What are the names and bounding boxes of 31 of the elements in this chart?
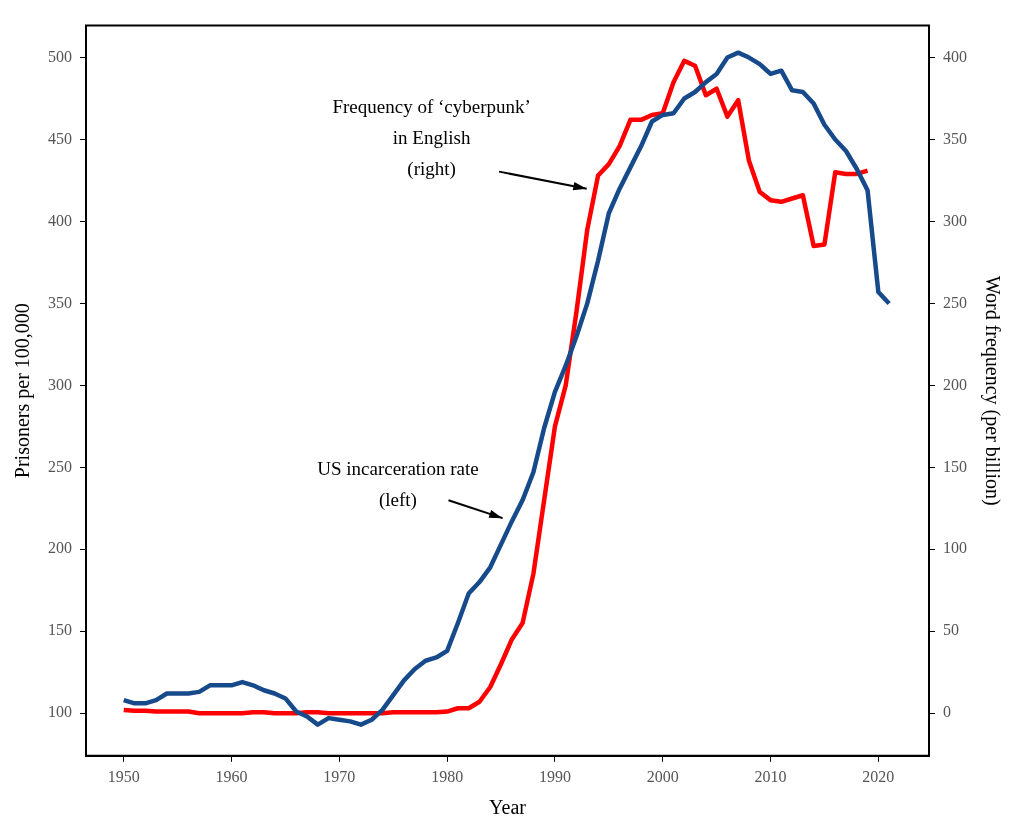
y2-tick-label: 400 bbox=[943, 47, 967, 65]
annotation: Frequency of ‘cyberpunk’ in English (right) bbox=[332, 95, 531, 180]
y-tick-label: 250 bbox=[48, 457, 72, 475]
y2-tick-label: 0 bbox=[943, 703, 951, 721]
y-tick-label: 100 bbox=[48, 703, 72, 721]
y-axis-title: Prisoners per 100,000 bbox=[11, 303, 35, 479]
x-tick-label: 1960 bbox=[215, 767, 248, 785]
y2-tick-label: 300 bbox=[943, 211, 967, 229]
x-tick-label: 1980 bbox=[431, 767, 464, 785]
annotation: US incarceration rate (left) bbox=[317, 458, 479, 512]
y2-tick-label: 350 bbox=[943, 129, 967, 147]
y-tick-label: 200 bbox=[48, 539, 72, 557]
y2-tick-label: 200 bbox=[943, 375, 967, 393]
x-tick-label: 2000 bbox=[646, 767, 679, 785]
y2-tick-label: 50 bbox=[943, 621, 959, 639]
y2-tick-label: 100 bbox=[943, 539, 967, 557]
x-tick-label: 1990 bbox=[538, 767, 571, 785]
x-tick-label: 1970 bbox=[323, 767, 356, 785]
y-tick-label: 350 bbox=[48, 293, 72, 311]
y-tick-label: 400 bbox=[48, 211, 72, 229]
x-axis-title: Year bbox=[489, 796, 527, 819]
y2-axis-title: Word frequency (per billion) bbox=[980, 275, 1004, 506]
x-tick-label: 1950 bbox=[107, 767, 140, 785]
y-tick-label: 500 bbox=[48, 47, 72, 65]
y-tick-label: 150 bbox=[48, 621, 72, 639]
y-tick-label: 300 bbox=[48, 375, 72, 393]
y2-tick-label: 250 bbox=[943, 293, 967, 311]
x-tick-label: 2010 bbox=[754, 767, 787, 785]
y-tick-label: 450 bbox=[48, 129, 72, 147]
x-tick-label: 2020 bbox=[862, 767, 895, 785]
y2-tick-label: 150 bbox=[943, 457, 967, 475]
